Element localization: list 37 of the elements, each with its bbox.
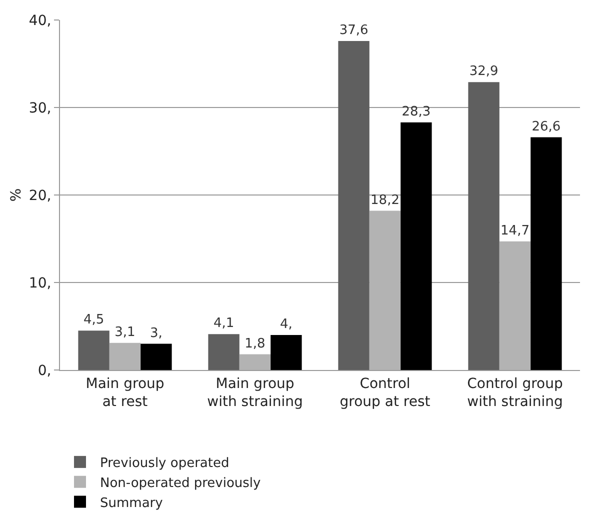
bar: [140, 344, 172, 370]
x-tick-label: Control group with straining: [467, 376, 563, 410]
legend-label: Summary: [100, 496, 164, 511]
bar: [270, 335, 302, 370]
data-label: 28,3: [402, 104, 431, 120]
bar: [400, 122, 432, 370]
bar: [338, 41, 370, 370]
data-label: 4,1: [213, 316, 234, 332]
data-label: 18,2: [370, 192, 400, 208]
data-label: 1,8: [244, 336, 266, 352]
bar: [468, 82, 500, 370]
bar: [78, 330, 110, 370]
bar: [208, 334, 240, 370]
data-label: 3,1: [114, 324, 136, 340]
bar: [109, 342, 141, 370]
bar: [499, 241, 531, 370]
y-tick-label: 40,: [28, 12, 52, 29]
x-tick-label: Main group with straining: [207, 376, 303, 410]
y-tick-label: 20,: [28, 188, 52, 204]
y-tick-label: 30,: [28, 100, 52, 116]
bar: [239, 354, 271, 370]
legend-label: Non-operated previously: [100, 476, 262, 491]
legend-label: Previously operated: [100, 456, 230, 472]
bar: [530, 137, 562, 370]
bar: [369, 210, 401, 370]
y-tick-label: 0,: [38, 362, 52, 379]
y-tick-label: 10,: [28, 275, 52, 292]
y-axis-title: %: [8, 188, 25, 202]
x-tick-label: Main group at rest: [86, 376, 164, 410]
data-label: 4,: [280, 317, 292, 332]
data-label: 37,6: [339, 23, 368, 38]
data-label: 32,9: [469, 64, 498, 80]
x-tick-label: Control group at rest: [340, 376, 431, 410]
data-label: 3,: [150, 326, 162, 341]
data-label: 14,7: [500, 223, 530, 238]
data-label: 26,6: [532, 119, 561, 134]
data-label: 4,5: [83, 312, 104, 328]
